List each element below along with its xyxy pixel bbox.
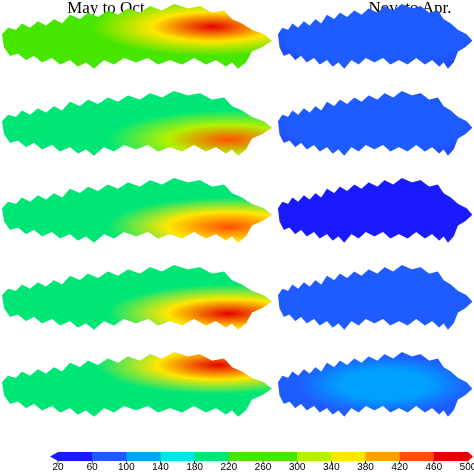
colorbar-tick-label: 340	[323, 462, 340, 473]
colorbar-segment	[399, 452, 435, 461]
map-panel	[2, 91, 272, 156]
colorbar-segment	[263, 452, 298, 461]
colorbar-tick-label: 460	[425, 462, 442, 473]
colorbar-segment	[228, 452, 264, 461]
basin-shape	[278, 352, 473, 417]
colorbar-tick-label: 180	[186, 462, 203, 473]
map-panel	[278, 265, 473, 330]
colorbar-segment	[160, 452, 196, 461]
map-panel	[2, 178, 272, 243]
colorbar-tick-label: 100	[118, 462, 135, 473]
basin-shape	[2, 265, 272, 330]
basin-shape	[278, 265, 473, 330]
map-panel	[278, 4, 473, 69]
colorbar-tick-label: 260	[255, 462, 272, 473]
map-panel	[278, 352, 473, 417]
colorbar: 20 60 100 140 180 220 260 300 340 380 420 460 500	[50, 452, 474, 473]
map-panel	[278, 91, 473, 156]
colorbar-tick-label: 380	[357, 462, 374, 473]
basin-shape	[2, 91, 272, 156]
colorbar-tick-label: 220	[220, 462, 237, 473]
colorbar-tick-label: 60	[87, 462, 99, 473]
colorbar-segment	[365, 452, 401, 461]
basin-shape	[278, 91, 473, 156]
colorbar-segment	[58, 452, 93, 461]
colorbar-segment	[92, 452, 127, 461]
colorbar-segment	[433, 452, 469, 461]
colorbar-segment	[331, 452, 366, 461]
colorbar-tick-label: 300	[289, 462, 306, 473]
basin-shape	[2, 352, 272, 417]
colorbar-segment	[126, 452, 161, 461]
colorbar-min-arrow	[50, 452, 58, 461]
basin-shape	[2, 4, 272, 69]
colorbar-tick-label: 20	[52, 462, 64, 473]
map-panel	[2, 265, 272, 330]
colorbar-max-arrow	[468, 452, 473, 461]
colorbar-segment	[194, 452, 230, 461]
colorbar-tick-label: 500	[460, 462, 474, 473]
basin-shape	[2, 178, 272, 243]
map-panel-grid	[2, 4, 473, 417]
basin-shape	[278, 178, 473, 243]
map-panel	[2, 352, 272, 417]
map-panel	[278, 178, 473, 243]
colorbar-segment	[297, 452, 332, 461]
colorbar-tick-label: 420	[391, 462, 408, 473]
basin-shape	[278, 4, 473, 69]
colorbar-tick-label: 140	[152, 462, 169, 473]
map-panel	[2, 4, 272, 69]
